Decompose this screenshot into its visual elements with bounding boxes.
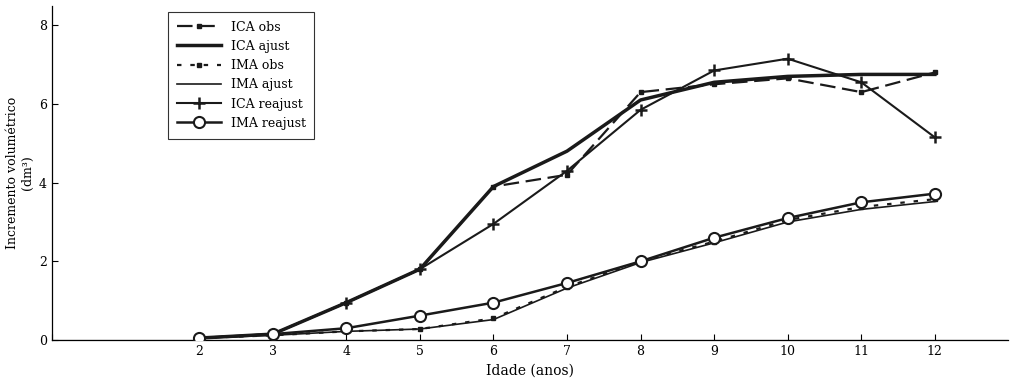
IMA obs [635, 259, 647, 264]
IMA ajust [708, 241, 720, 245]
IMA obs [488, 316, 500, 321]
IMA ajust [561, 286, 573, 290]
IMA ajust [414, 327, 426, 331]
IMA ajust [340, 329, 352, 334]
IMA obs [708, 239, 720, 244]
IMA obs [193, 336, 205, 340]
Line: ICA obs: ICA obs [197, 70, 937, 340]
Line: ICA reajust: ICA reajust [193, 52, 941, 344]
IMA ajust [267, 333, 279, 337]
Line: ICA ajust: ICA ajust [199, 74, 935, 338]
IMA ajust [855, 207, 867, 212]
ICA ajust [635, 98, 647, 102]
ICA obs [267, 332, 279, 336]
IMA obs [561, 285, 573, 289]
IMA reajust [267, 332, 279, 336]
ICA obs [708, 82, 720, 87]
IMA obs [929, 197, 941, 201]
ICA ajust [267, 332, 279, 336]
ICA reajust [340, 300, 352, 305]
IMA obs [267, 333, 279, 337]
ICA reajust [708, 68, 720, 73]
ICA ajust [561, 149, 573, 154]
ICA reajust [635, 108, 647, 112]
IMA ajust [782, 220, 794, 224]
ICA reajust [267, 332, 279, 336]
ICA obs [488, 184, 500, 189]
ICA ajust [414, 267, 426, 272]
ICA ajust [193, 336, 205, 340]
IMA reajust [929, 192, 941, 196]
IMA obs [855, 205, 867, 210]
Line: IMA ajust: IMA ajust [199, 201, 935, 338]
Y-axis label: Incremento volumétrico
(dm³): Incremento volumétrico (dm³) [5, 97, 33, 249]
Line: IMA obs: IMA obs [197, 197, 937, 340]
ICA obs [782, 76, 794, 81]
ICA ajust [855, 72, 867, 77]
Line: IMA reajust: IMA reajust [194, 188, 940, 344]
ICA reajust [782, 56, 794, 61]
IMA reajust [193, 336, 205, 340]
IMA reajust [340, 326, 352, 331]
ICA reajust [488, 222, 500, 226]
ICA ajust [929, 72, 941, 77]
IMA reajust [708, 236, 720, 240]
ICA obs [635, 90, 647, 95]
IMA reajust [414, 313, 426, 318]
ICA obs [414, 267, 426, 272]
IMA reajust [782, 216, 794, 220]
IMA ajust [929, 199, 941, 204]
IMA reajust [488, 300, 500, 305]
ICA reajust [855, 80, 867, 85]
ICA reajust [193, 336, 205, 340]
ICA reajust [561, 169, 573, 173]
IMA ajust [635, 260, 647, 265]
ICA ajust [488, 184, 500, 189]
IMA ajust [488, 317, 500, 322]
ICA ajust [708, 80, 720, 85]
IMA obs [414, 327, 426, 331]
ICA obs [855, 90, 867, 95]
ICA obs [929, 70, 941, 75]
ICA reajust [929, 135, 941, 140]
IMA reajust [561, 281, 573, 285]
ICA ajust [340, 300, 352, 305]
IMA ajust [193, 336, 205, 340]
IMA reajust [855, 200, 867, 205]
IMA reajust [635, 259, 647, 264]
ICA reajust [414, 267, 426, 272]
IMA obs [782, 218, 794, 222]
ICA ajust [782, 74, 794, 79]
IMA obs [340, 329, 352, 334]
ICA obs [340, 300, 352, 305]
X-axis label: Idade (anos): Idade (anos) [486, 363, 574, 377]
ICA obs [193, 336, 205, 340]
Legend: ICA obs, ICA ajust, IMA obs, IMA ajust, ICA reajust, IMA reajust: ICA obs, ICA ajust, IMA obs, IMA ajust, … [168, 12, 314, 139]
ICA obs [561, 172, 573, 177]
